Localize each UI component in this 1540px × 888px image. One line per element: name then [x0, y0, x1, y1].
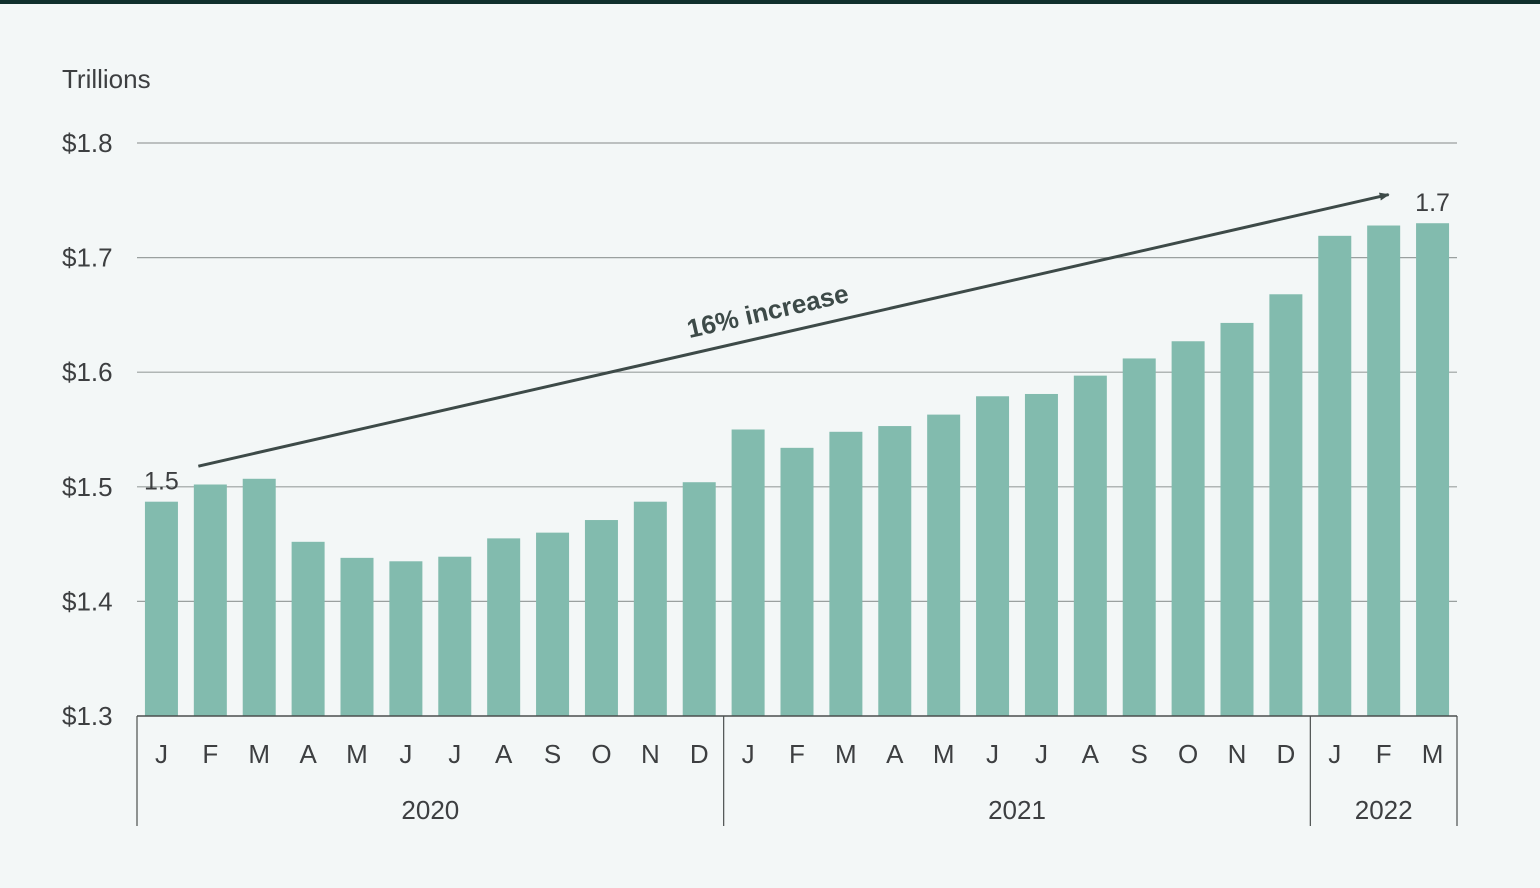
bar: [780, 447, 814, 716]
bar: [584, 520, 618, 716]
x-tick-label: A: [299, 739, 317, 769]
x-tick-label: J: [1035, 739, 1048, 769]
data-label: 1.5: [144, 468, 179, 496]
bar: [1367, 225, 1401, 716]
bar: [1416, 223, 1450, 716]
bar: [1220, 322, 1254, 716]
top-rule: [0, 0, 1540, 4]
year-label: 2021: [988, 795, 1046, 825]
bars: [144, 223, 1450, 717]
x-tick-label: N: [1228, 739, 1247, 769]
year-label: 2020: [401, 795, 459, 825]
x-tick-label: J: [742, 739, 755, 769]
bar: [1318, 235, 1352, 717]
x-tick-label: J: [399, 739, 412, 769]
x-tick-label: J: [155, 739, 168, 769]
bar: [144, 501, 178, 716]
data-label: 1.7: [1415, 189, 1450, 217]
labels: Trillions$1.8$1.7$1.6$1.5$1.4$1.3J F M A M J J…: [62, 64, 1450, 825]
x-tick-label: J: [1328, 739, 1341, 769]
y-tick-label: $1.3: [62, 701, 113, 731]
trend-annotation: 16% increase: [684, 278, 851, 344]
bar: [438, 556, 472, 716]
bar: [1073, 375, 1107, 716]
y-tick-label: $1.4: [62, 586, 113, 616]
bar: [1269, 294, 1303, 716]
x-tick-label: A: [886, 739, 904, 769]
year-label: 2022: [1355, 795, 1413, 825]
x-tick-label: F: [202, 739, 218, 769]
x-tick-label: S: [544, 739, 561, 769]
bar: [291, 541, 325, 716]
trend-arrow: [197, 192, 1390, 468]
x-tick-label: O: [1178, 739, 1198, 769]
bar: [1171, 341, 1205, 716]
bar: [731, 429, 765, 716]
x-tick-label: J: [448, 739, 461, 769]
bar: [927, 414, 961, 716]
bar: [536, 532, 570, 716]
bar: [976, 396, 1010, 716]
y-tick-label: $1.8: [62, 128, 113, 158]
x-tick-label: D: [1276, 739, 1295, 769]
x-tick-label: F: [1376, 739, 1392, 769]
y-tick-label: $1.7: [62, 243, 113, 273]
bar: [633, 501, 667, 716]
bar: [682, 482, 716, 716]
y-tick-label: $1.5: [62, 472, 113, 502]
x-tick-label: M: [933, 739, 955, 769]
bar: [389, 561, 423, 716]
bar: [1122, 358, 1156, 716]
bar: [193, 484, 227, 716]
x-tick-label: N: [641, 739, 660, 769]
bar: [878, 426, 912, 716]
x-tick-label: O: [591, 739, 611, 769]
x-tick-label: M: [346, 739, 368, 769]
bar: [1024, 393, 1058, 716]
bar: [487, 538, 521, 716]
x-tick-label: F: [789, 739, 805, 769]
x-tick-label: D: [690, 739, 709, 769]
x-tick-label: J: [986, 739, 999, 769]
x-tick-label: A: [1082, 739, 1100, 769]
x-tick-label: M: [1422, 739, 1444, 769]
axes: [136, 192, 1458, 826]
bar: [829, 431, 863, 716]
x-tick-label: A: [495, 739, 513, 769]
y-tick-label: $1.6: [62, 357, 113, 387]
bar: [242, 478, 276, 716]
x-tick-label: M: [835, 739, 857, 769]
x-tick-label: S: [1131, 739, 1148, 769]
x-tick-label: M: [248, 739, 270, 769]
bar: [340, 557, 374, 716]
y-axis-label: Trillions: [62, 64, 151, 94]
